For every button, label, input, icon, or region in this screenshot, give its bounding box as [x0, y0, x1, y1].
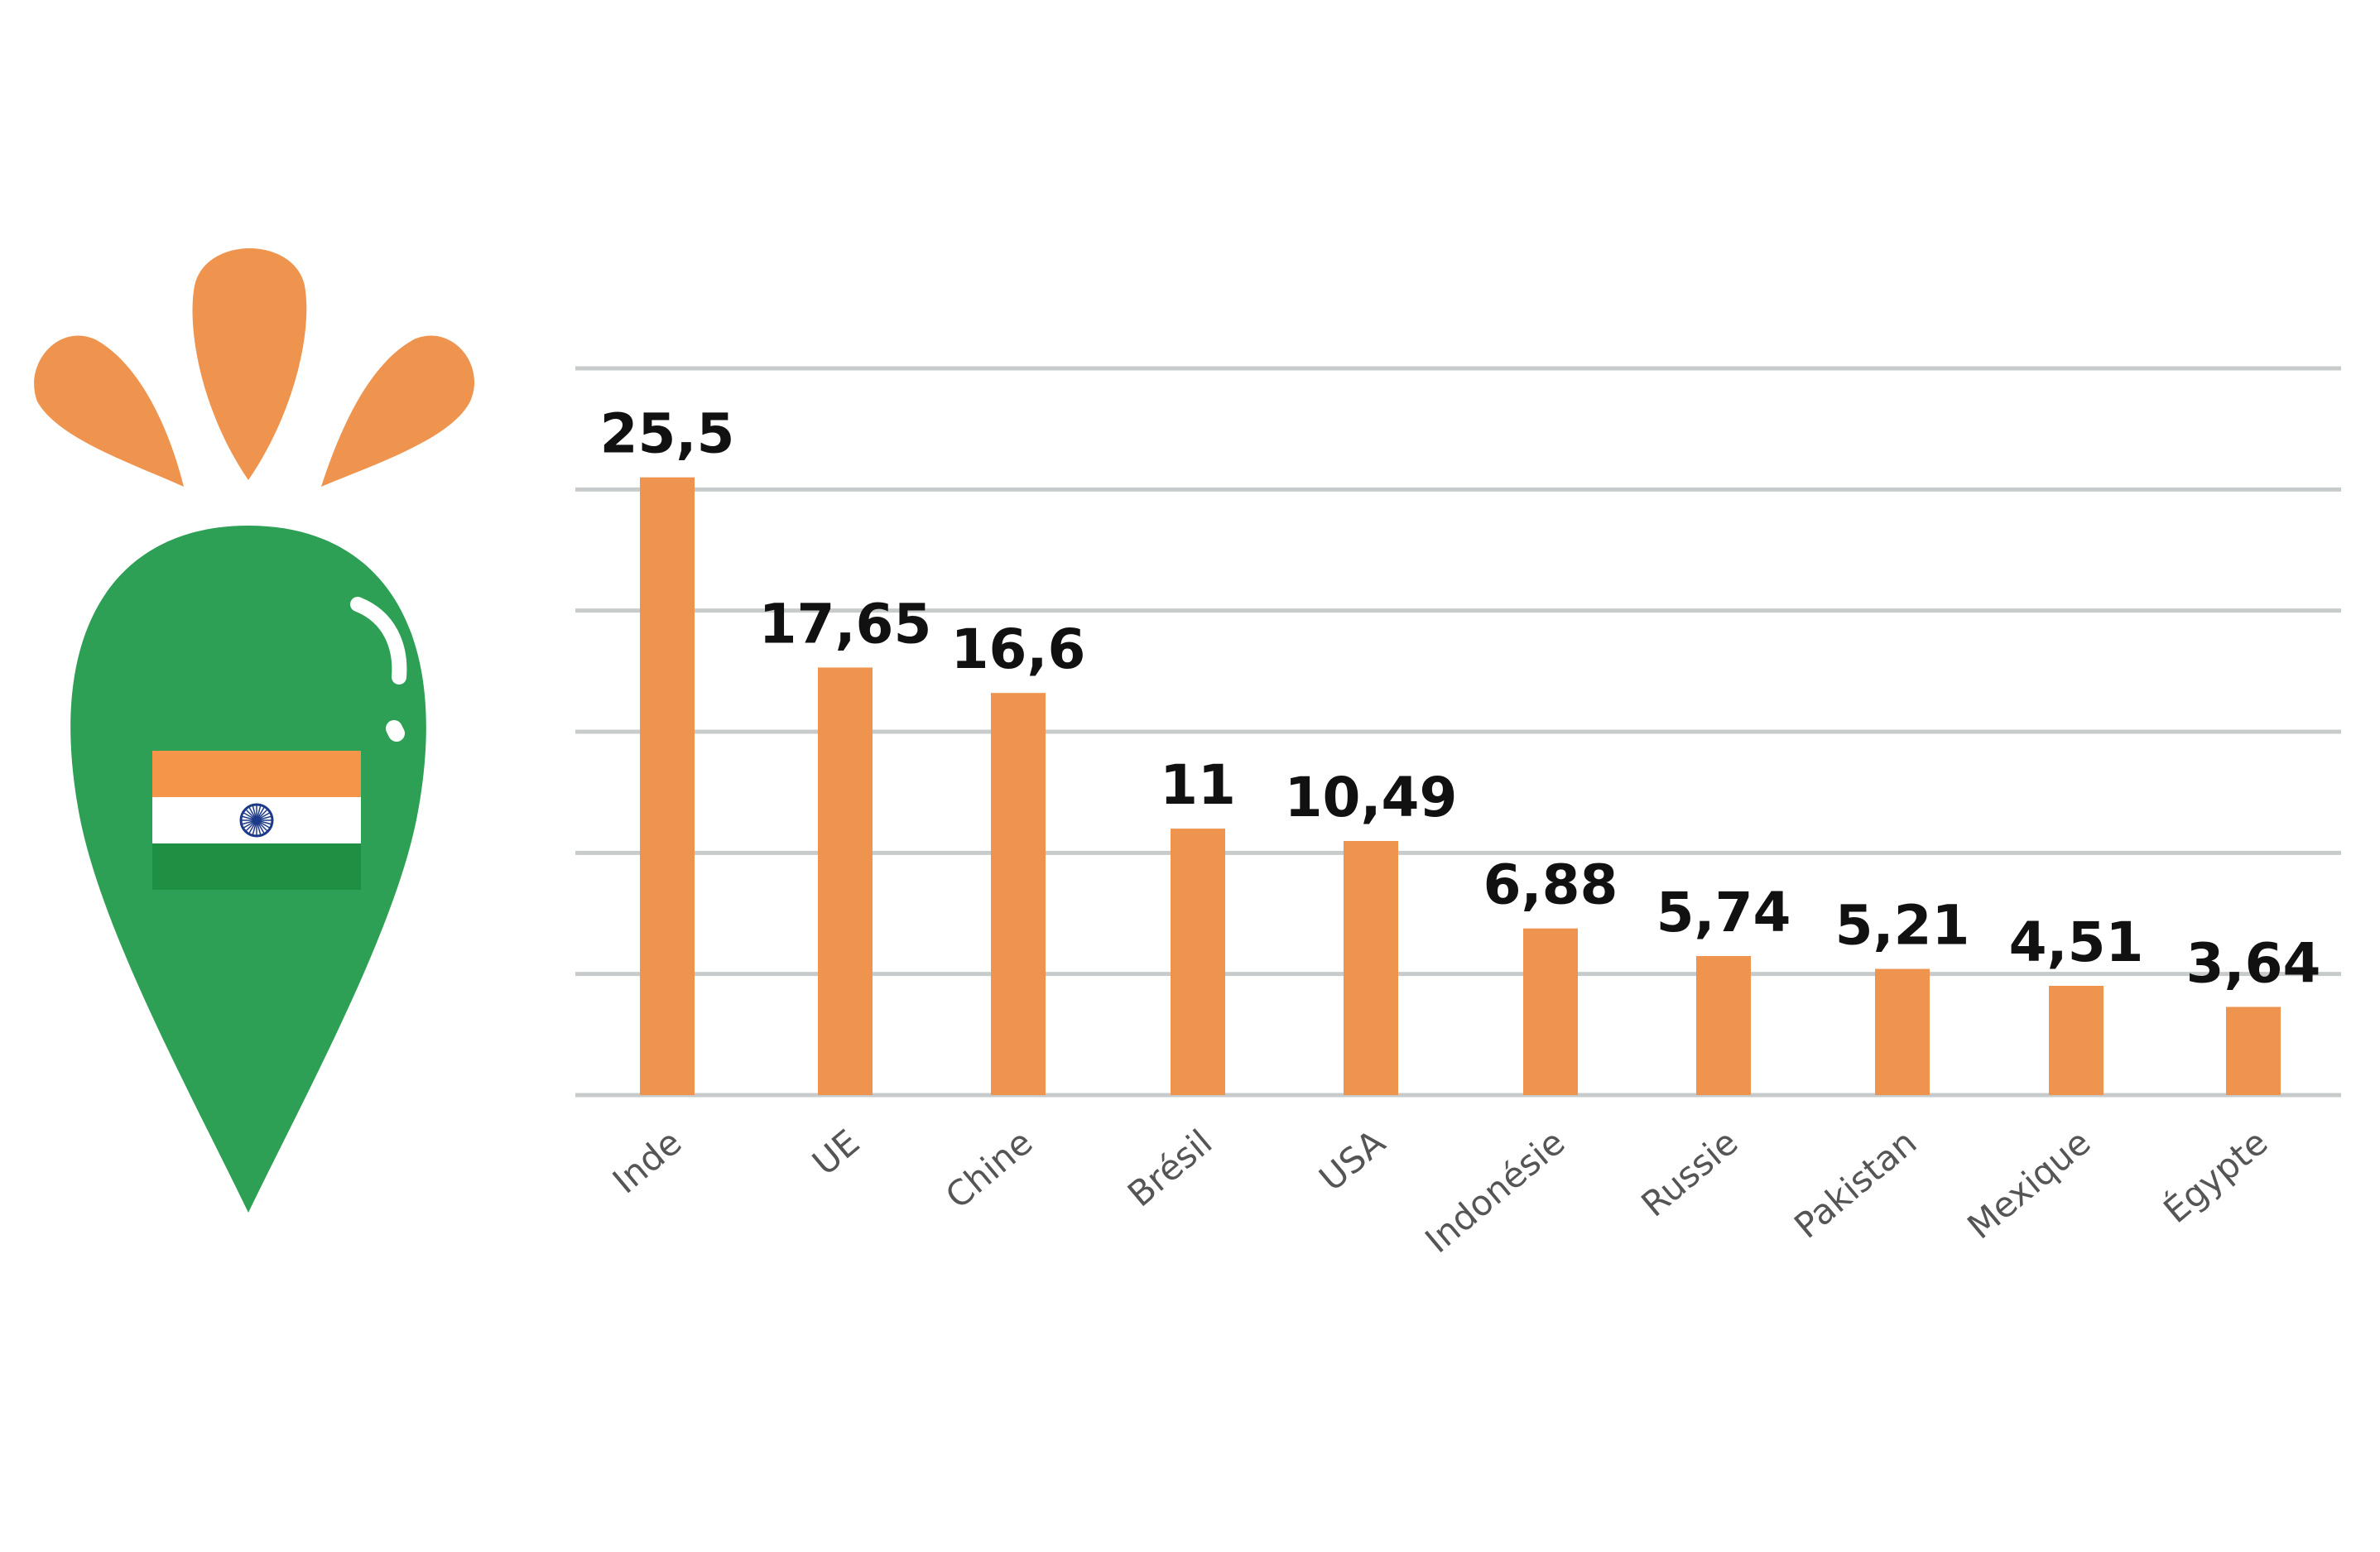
x-tick-label-9: Égypte [2156, 1121, 2276, 1231]
bar-9 [2226, 1007, 2281, 1095]
bar-1 [818, 667, 873, 1095]
bar-2 [991, 693, 1046, 1095]
value-label-3: 11 [1160, 753, 1236, 817]
bar-3 [1171, 829, 1225, 1095]
value-label-1: 17,65 [759, 592, 932, 656]
carrot-highlight-dot [386, 720, 405, 742]
x-tick-label-6: Russie [1633, 1122, 1745, 1224]
x-tick-label-0: Inde [605, 1122, 690, 1201]
x-tick-label-1: UE [805, 1122, 867, 1183]
carrot-leaf-right [321, 335, 475, 487]
value-labels: 25,5 17,65 16,6 11 10,49 6,88 5,74 5,21 4,51 3,64 [600, 402, 2321, 996]
value-label-6: 5,74 [1656, 881, 1791, 944]
flag-stripe-saffron [152, 751, 361, 797]
value-label-2: 16,6 [951, 617, 1086, 681]
x-tick-label-2: Chine [938, 1122, 1040, 1217]
x-tick-label-8: Mexique [1959, 1122, 2098, 1247]
bar-4 [1344, 840, 1398, 1095]
carrot-leaf-left [34, 335, 185, 487]
bar-0 [640, 477, 695, 1095]
x-tick-label-7: Pakistan [1786, 1122, 1924, 1247]
bar-8 [2049, 986, 2104, 1095]
x-tick-label-4: USA [1311, 1122, 1392, 1199]
x-tick-label-3: Brésil [1120, 1122, 1220, 1214]
value-label-8: 4,51 [2009, 911, 2144, 974]
x-tick-label-5: Indonésie [1417, 1122, 1572, 1261]
bar-series [640, 477, 2281, 1095]
carrot-highlight-arc [350, 597, 407, 685]
value-label-9: 3,64 [2186, 931, 2321, 995]
carrot-illustration [34, 248, 475, 1213]
value-label-4: 10,49 [1285, 766, 1458, 829]
bar-6 [1696, 956, 1751, 1095]
x-axis-tick-labels: Inde UE Chine Brésil USA Indonésie Russie Pakis… [605, 1121, 2276, 1261]
value-label-7: 5,21 [1835, 894, 1970, 958]
bar-7 [1875, 968, 1930, 1095]
flag-stripe-green [152, 843, 361, 890]
value-label-5: 6,88 [1483, 853, 1618, 917]
india-flag-icon [152, 751, 361, 890]
bar-5 [1523, 928, 1578, 1095]
ashoka-chakra-icon [239, 803, 274, 838]
value-label-0: 25,5 [600, 402, 735, 466]
carrot-leaf-center [192, 248, 307, 480]
